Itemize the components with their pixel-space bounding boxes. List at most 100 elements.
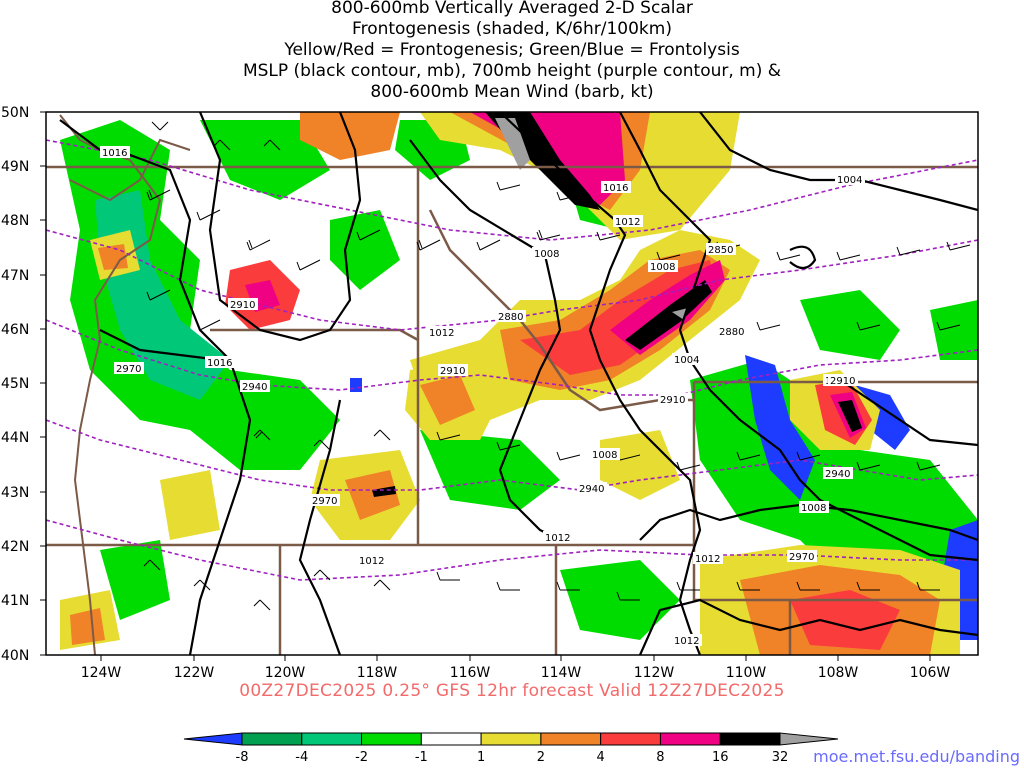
height-label: 2850 <box>708 245 733 256</box>
forecast-valid-label: 00Z27DEC2025 0.25° GFS 12hr forecast Val… <box>239 681 785 701</box>
mslp-label: 1016 <box>603 183 628 194</box>
height-label: 2910 <box>660 395 685 406</box>
lat-tick-label: 45N <box>1 376 29 392</box>
frontogenesis-area <box>372 486 396 497</box>
colorbar-tick-label: 16 <box>712 750 729 765</box>
mslp-label: 1016 <box>102 148 127 159</box>
title-line-2: Frontogenesis (shaded, K/6hr/100km) <box>352 19 672 39</box>
frontolysis-area <box>930 300 978 360</box>
mslp-label: 1008 <box>592 450 617 461</box>
colorbar-tick-label: -2 <box>355 750 368 765</box>
mslp-contour <box>789 245 817 270</box>
lon-tick-label: 120W <box>265 665 306 681</box>
mslp-contour <box>699 112 978 212</box>
title-line-3: Yellow/Red = Frontogenesis; Green/Blue =… <box>284 40 740 60</box>
colorbar-tick-label: -1 <box>415 750 428 765</box>
lon-axis: 124W 122W 120W 118W 116W 114W 112W 110W … <box>81 655 951 681</box>
height-contour <box>46 139 978 241</box>
colorbar-extend-high <box>779 732 839 746</box>
mslp-contour <box>198 112 362 342</box>
height-contour <box>46 519 978 581</box>
mslp-label: 1012 <box>674 636 699 647</box>
height-label: 2970 <box>116 364 141 375</box>
height-label: 2940 <box>579 484 604 495</box>
height-contour <box>46 419 978 491</box>
chart-title: 800-600mb Vertically Averaged 2-D Scalar… <box>0 0 1024 103</box>
mslp-label: 1008 <box>650 262 675 273</box>
colorbar-swatch <box>420 732 482 746</box>
lon-tick-label: 114W <box>541 665 582 681</box>
height-label: 2910 <box>440 366 465 377</box>
wind-barbs <box>143 121 971 611</box>
mslp-label: 1004 <box>674 355 699 366</box>
coastline <box>69 138 191 202</box>
colorbar-tick-label: 8 <box>656 750 664 765</box>
wind-barb <box>146 189 971 271</box>
colorbar-swatch <box>361 732 422 746</box>
border-line <box>210 328 419 342</box>
colorbar-swatch <box>480 732 542 746</box>
mslp-label: 1012 <box>545 533 570 544</box>
height-label: 2940 <box>825 469 850 480</box>
lon-tick-label: 106W <box>910 665 951 681</box>
colorbar-tick-label: -4 <box>295 750 308 765</box>
frontogenesis-area <box>520 260 715 375</box>
height-label: 2880 <box>719 327 744 338</box>
frontolysis-area <box>200 120 330 200</box>
frontolysis-area <box>420 430 560 510</box>
frontogenesis-area <box>495 118 530 170</box>
frontogenesis-area <box>420 375 475 425</box>
height-label: 2910 <box>830 376 855 387</box>
colorbar-extend-low <box>183 732 243 746</box>
height-contour <box>46 319 978 396</box>
lon-tick-label: 110W <box>726 665 767 681</box>
frontogenesis-area <box>600 430 680 500</box>
height-label: 2910 <box>230 300 255 311</box>
frontogenesis-area <box>70 608 105 645</box>
mslp-contour <box>639 503 978 542</box>
lat-tick-label: 47N <box>1 268 29 284</box>
height-label-group: 2910 2880 2850 2910 2940 2970 2880 2940 … <box>114 243 858 563</box>
lat-tick-label: 40N <box>1 648 29 664</box>
mslp-contour <box>839 379 978 447</box>
lon-tick-label: 122W <box>174 665 215 681</box>
colorbar-tick-label: 1 <box>477 750 485 765</box>
mslp-contour <box>99 329 221 362</box>
frontogenesis-area <box>160 470 220 540</box>
wind-barb <box>151 121 961 331</box>
height-label: 2970 <box>312 496 337 507</box>
frontolysis-area <box>330 210 400 290</box>
lat-tick-label: 50N <box>1 105 29 121</box>
credit-url: moe.met.fsu.edu/banding <box>813 747 1020 766</box>
title-line-4: MSLP (black contour, mb), 700mb height (… <box>242 61 782 81</box>
wind-barb <box>143 559 940 611</box>
mslp-label: 1012 <box>615 217 640 228</box>
mslp-label: 1004 <box>837 175 862 186</box>
colorbar-tick-label: -8 <box>236 750 249 765</box>
colorbar-swatch <box>659 732 721 746</box>
height-label: 2970 <box>789 552 814 563</box>
lat-tick-label: 48N <box>1 213 29 229</box>
lat-tick-label: 49N <box>1 159 29 175</box>
mslp-contour <box>638 598 978 655</box>
mslp-label: 1012 <box>429 328 454 339</box>
colorbar-swatch <box>540 732 602 746</box>
colorbar-tick-label: 2 <box>537 750 545 765</box>
colorbar-tick-label: 4 <box>597 750 605 765</box>
title-line-1: 800-600mb Vertically Averaged 2-D Scalar <box>331 0 693 18</box>
lat-tick-label: 43N <box>1 485 29 501</box>
lat-axis: 40N 41N 42N 43N 44N 45N 46N 47N 48N 49N … <box>1 105 46 664</box>
colorbar-swatch <box>301 732 363 746</box>
mslp-label: 1008 <box>801 503 826 514</box>
frontolysis-area <box>100 540 170 620</box>
frontolysis-area <box>800 290 900 360</box>
mslp-contour <box>298 399 342 655</box>
lat-tick-label: 44N <box>1 430 29 446</box>
lat-tick-label: 42N <box>1 539 29 555</box>
colorbar: -8 -4 -2 -1 1 2 4 8 16 32 <box>183 732 839 765</box>
colorbar-swatch <box>241 732 303 746</box>
lon-tick-label: 124W <box>81 665 122 681</box>
colorbar-tick-label: 32 <box>772 750 789 765</box>
height-label: 2880 <box>498 312 523 323</box>
